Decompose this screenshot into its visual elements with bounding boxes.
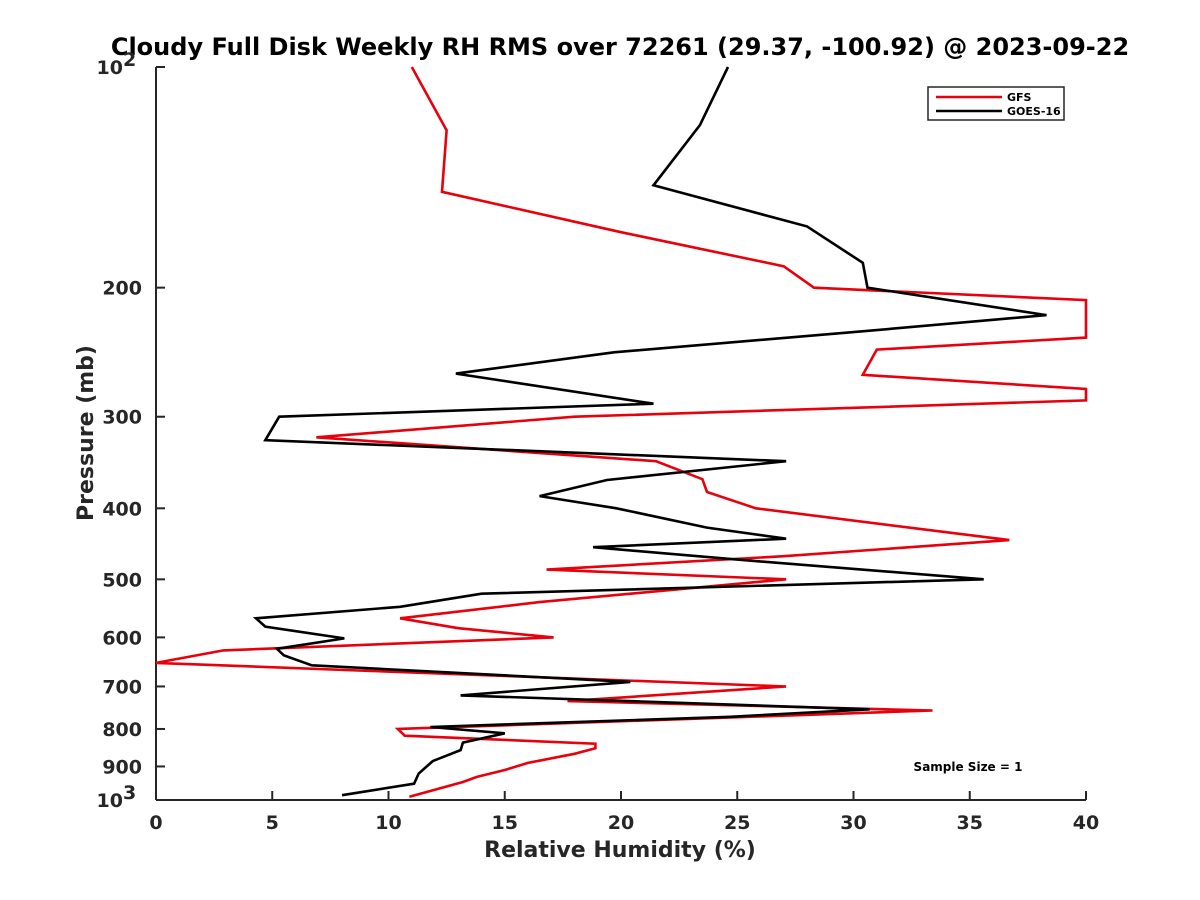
- sample-size-annotation: Sample Size = 1: [914, 760, 1023, 774]
- legend-box: [927, 86, 1065, 121]
- x-tick-label: 10: [375, 812, 401, 834]
- y-tick-label: 900: [102, 756, 142, 778]
- plot-area: 0 5 10 15 20 25 30 35 40 10 220030040050060070080…: [97, 49, 1100, 834]
- y-tick-label: 300: [102, 407, 142, 429]
- x-axis-label: Relative Humidity (%): [484, 838, 756, 863]
- y-axis-label: Pressure (mb): [74, 345, 99, 521]
- series-line-goes16: [252, 66, 1047, 797]
- x-tick-label: 0: [149, 812, 162, 834]
- y-tick-exponent: 2: [123, 49, 136, 71]
- y-tick-label: 10: [97, 790, 123, 812]
- x-tick-label: 25: [724, 812, 750, 834]
- x-axis-ticks: 0 5 10 15 20 25 30 35 40: [149, 791, 1099, 834]
- chart-title: Cloudy Full Disk Weekly RH RMS over 7226…: [111, 33, 1129, 61]
- x-tick-label: 20: [608, 812, 634, 834]
- x-tick-label: 15: [492, 812, 518, 834]
- series-layer: [155, 66, 1088, 799]
- y-tick-label: 700: [102, 676, 142, 698]
- y-tick-label: 400: [102, 498, 142, 520]
- x-tick-label: 5: [266, 812, 279, 834]
- y-tick-label: 800: [102, 719, 142, 741]
- series-line-gfs: [155, 66, 1088, 799]
- x-tick-label: 35: [957, 812, 983, 834]
- y-tick-label: 500: [102, 569, 142, 591]
- y-tick-label: 10: [97, 57, 123, 79]
- x-tick-label: 40: [1073, 812, 1099, 834]
- legend: GFS GOES-16: [927, 86, 1065, 121]
- y-tick-label: 600: [102, 627, 142, 649]
- y-tick-label: 200: [102, 278, 142, 300]
- legend-label-goes16: GOES-16: [1007, 105, 1061, 118]
- x-tick-label: 30: [840, 812, 866, 834]
- y-tick-exponent: 3: [123, 782, 136, 804]
- legend-label-gfs: GFS: [1007, 91, 1032, 104]
